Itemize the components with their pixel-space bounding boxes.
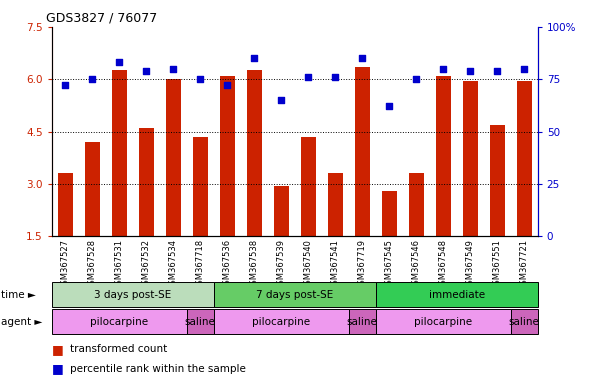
Bar <box>220 76 235 236</box>
Text: ■: ■ <box>52 362 64 375</box>
Bar <box>328 174 343 236</box>
Text: pilocarpine: pilocarpine <box>90 316 148 327</box>
Bar <box>52 282 214 307</box>
Bar <box>517 81 532 236</box>
Point <box>249 55 259 61</box>
Text: 7 days post-SE: 7 days post-SE <box>256 290 334 300</box>
Text: immediate: immediate <box>429 290 485 300</box>
Text: transformed count: transformed count <box>70 344 167 354</box>
Bar <box>112 71 127 236</box>
Text: saline: saline <box>185 316 216 327</box>
Point <box>304 74 313 80</box>
Bar <box>85 142 100 236</box>
Bar <box>274 185 289 236</box>
Bar <box>355 67 370 236</box>
Text: saline: saline <box>347 316 378 327</box>
Point <box>331 74 340 80</box>
Bar <box>193 137 208 236</box>
Text: ■: ■ <box>52 343 64 356</box>
Text: pilocarpine: pilocarpine <box>252 316 310 327</box>
Text: time ►: time ► <box>1 290 36 300</box>
Bar <box>463 81 478 236</box>
Bar <box>187 309 214 334</box>
Point <box>60 83 70 89</box>
Bar <box>52 309 187 334</box>
Bar <box>376 309 511 334</box>
Text: saline: saline <box>509 316 540 327</box>
Point <box>492 68 502 74</box>
Text: 3 days post-SE: 3 days post-SE <box>94 290 172 300</box>
Bar <box>166 79 181 236</box>
Bar <box>139 128 154 236</box>
Bar <box>247 71 262 236</box>
Text: pilocarpine: pilocarpine <box>414 316 472 327</box>
Point <box>466 68 475 74</box>
Bar <box>214 309 349 334</box>
Bar <box>301 137 316 236</box>
Point <box>142 68 152 74</box>
Point <box>87 76 97 82</box>
Bar <box>376 282 538 307</box>
Point <box>411 76 421 82</box>
Bar <box>382 191 397 236</box>
Bar <box>490 124 505 236</box>
Point <box>357 55 367 61</box>
Point <box>519 66 529 72</box>
Point <box>114 60 124 66</box>
Bar <box>409 174 423 236</box>
Point <box>384 103 394 109</box>
Point <box>196 76 205 82</box>
Point <box>169 66 178 72</box>
Bar <box>511 309 538 334</box>
Bar <box>349 309 376 334</box>
Point <box>222 83 232 89</box>
Point <box>438 66 448 72</box>
Point <box>276 97 286 103</box>
Bar <box>214 282 376 307</box>
Bar <box>436 76 451 236</box>
Text: agent ►: agent ► <box>1 316 43 327</box>
Text: GDS3827 / 76077: GDS3827 / 76077 <box>46 12 157 25</box>
Bar <box>58 174 73 236</box>
Text: percentile rank within the sample: percentile rank within the sample <box>70 364 246 374</box>
